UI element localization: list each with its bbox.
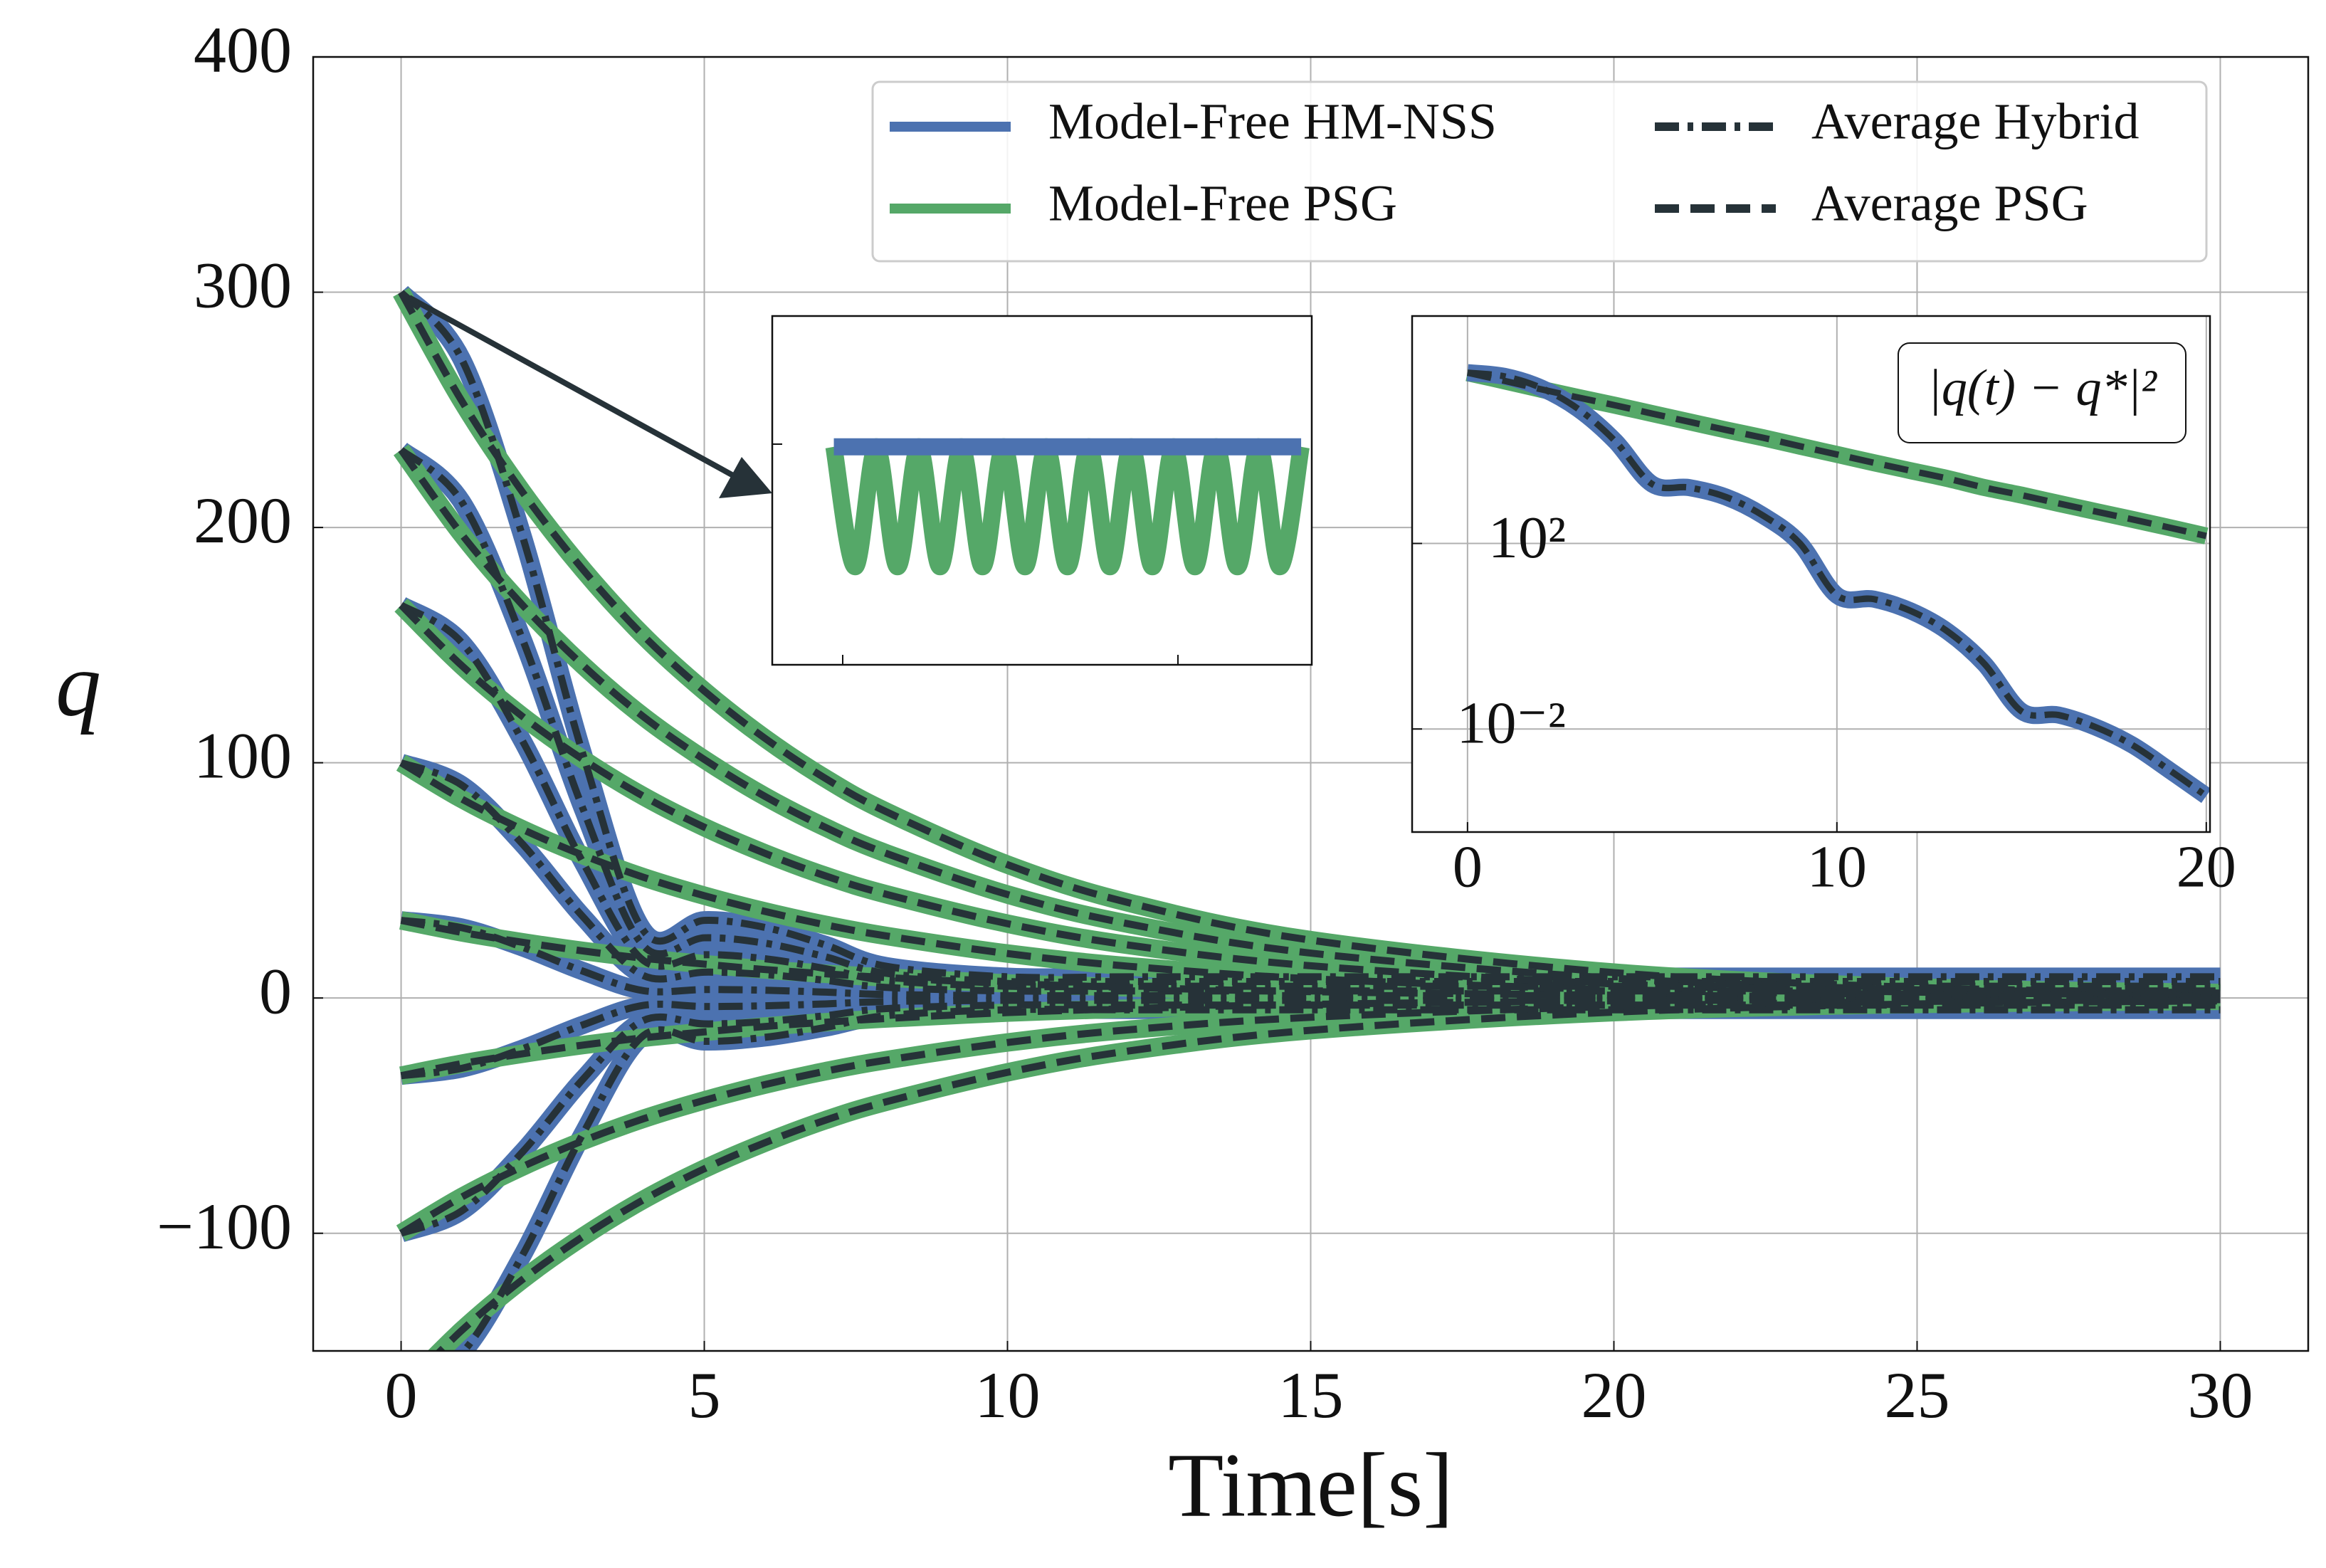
y-tick-label: 100 [194, 720, 292, 792]
y-tick-label: 400 [194, 14, 292, 86]
x-tick-label: 10 [975, 1359, 1041, 1431]
plot-frame [312, 56, 2310, 1352]
legend-box [871, 80, 2208, 263]
x-tick-label: 0 [385, 1359, 418, 1431]
series-group [825, 438, 1310, 576]
x-tick-label: 15 [1278, 1359, 1344, 1431]
y-tick-label: 300 [194, 249, 292, 322]
y-tick-label: 200 [194, 484, 292, 557]
x-tick-label: 5 [688, 1359, 721, 1431]
series-line [400, 996, 2221, 1080]
series-line [400, 917, 2221, 999]
y-axis-label: q [56, 633, 101, 735]
series-line [399, 996, 2221, 1237]
zoom-arrow-head [719, 457, 772, 498]
x-tick-label: 30 [2187, 1359, 2253, 1431]
legend-label: Average Hybrid [1811, 93, 2139, 150]
x-tick-label: 0 [1453, 833, 1483, 900]
x-tick-label: 20 [1581, 1359, 1646, 1431]
series-line [825, 438, 1310, 576]
annotation-box [1898, 342, 2186, 443]
series-line [399, 602, 2221, 999]
legend-label: Average PSG [1811, 175, 2088, 232]
series-line [1466, 369, 2207, 540]
annotation: |q(t) − q*|² [1927, 359, 2157, 416]
legend-label: Model-Free PSG [1048, 175, 1397, 232]
series-line [1467, 369, 2209, 799]
y-tick-label: 10⁻² [1456, 690, 1566, 756]
series-line [400, 917, 2221, 1001]
y-tick-label: 0 [259, 954, 292, 1027]
legend-label: Model-Free HM-NSS [1048, 93, 1497, 150]
series-line [398, 448, 2221, 998]
series-line [435, 997, 2221, 1351]
series-line [400, 994, 2221, 1080]
plot-frame [1411, 315, 2211, 833]
x-axis-label: Time[s] [1168, 1434, 1453, 1535]
y-tick-label: −100 [157, 1190, 292, 1263]
series-group [1465, 364, 2210, 804]
y-tick-label: 10² [1488, 505, 1566, 571]
series-line [399, 759, 2221, 1000]
x-tick-label: 25 [1884, 1359, 1949, 1431]
x-tick-label: 10 [1807, 833, 1867, 900]
series-line [398, 290, 2221, 997]
plot-frame [771, 315, 1313, 666]
series-group [393, 285, 2221, 1351]
zoom-arrow [408, 295, 735, 478]
x-tick-label: 20 [2177, 833, 2236, 900]
